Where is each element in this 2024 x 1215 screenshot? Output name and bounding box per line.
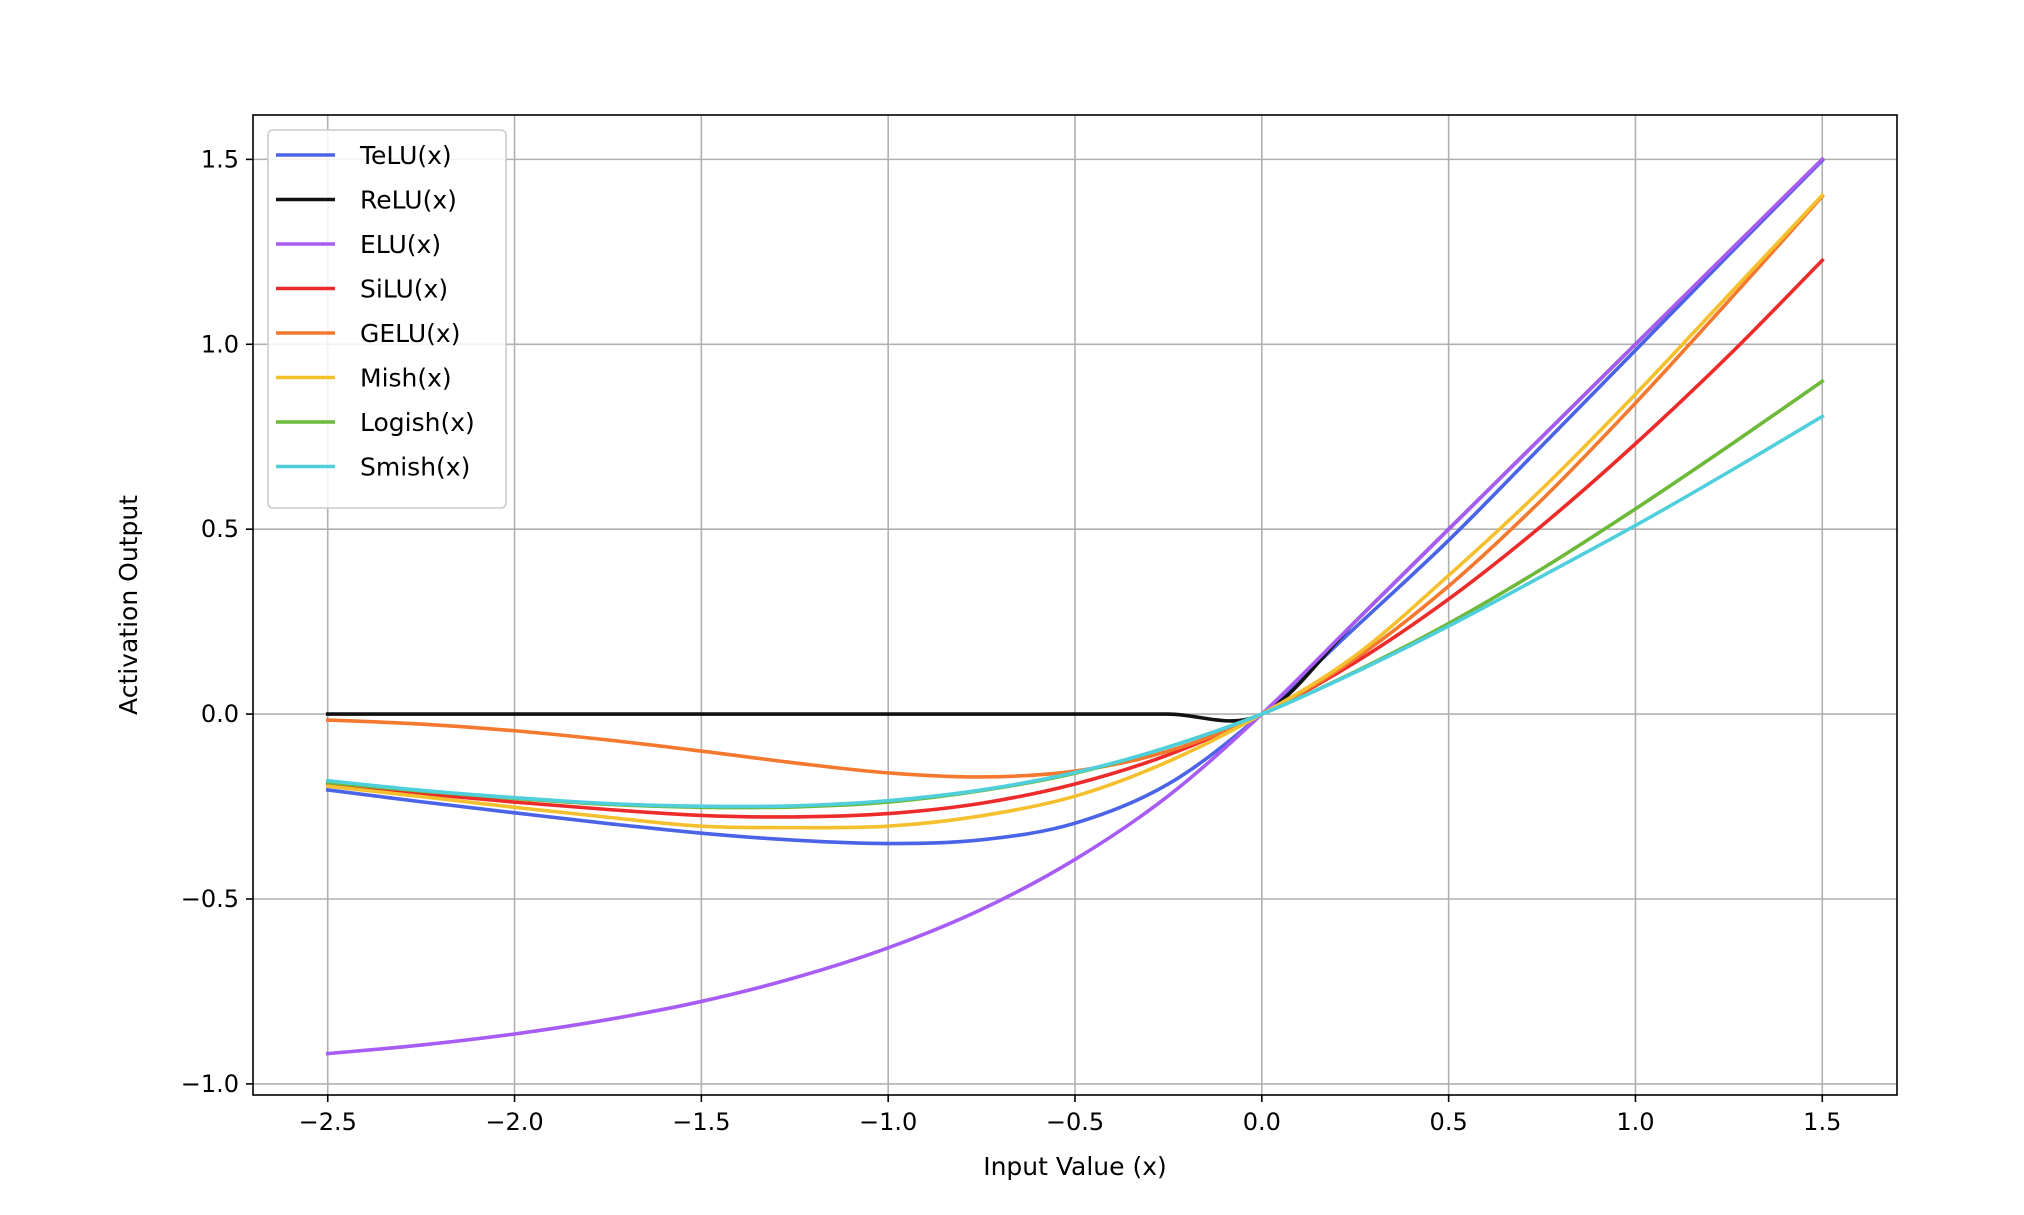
y-tick-label: 0.0 [201, 700, 239, 728]
x-axis-title: Input Value (x) [983, 1152, 1167, 1181]
legend-label: ELU(x) [360, 230, 441, 259]
y-axis-title: Activation Output [114, 495, 143, 715]
plot-area-frame [252, 114, 1898, 1096]
series-line-silu-x [325, 257, 1825, 819]
y-tick-label: 1.5 [201, 145, 239, 173]
y-tick-label: 0.5 [201, 515, 239, 543]
legend-label: SiLU(x) [360, 275, 448, 304]
legend-label: ReLU(x) [360, 186, 457, 215]
series-line-smish-x [325, 413, 1825, 809]
legend-label: Logish(x) [360, 408, 475, 437]
y-tick-label: −0.5 [181, 885, 239, 913]
legend-box [267, 129, 507, 509]
x-tick-label: 0.0 [1243, 1108, 1281, 1136]
series-line-telu-x [325, 157, 1825, 846]
x-tick-label: −1.0 [859, 1108, 917, 1136]
x-tick-label: 0.5 [1430, 1108, 1468, 1136]
grid-lines [253, 115, 1897, 1095]
x-tick-label: −2.5 [299, 1108, 357, 1136]
legend-label: GELU(x) [360, 319, 460, 348]
legend-label: TeLU(x) [359, 141, 452, 170]
axis-ticks: −2.5 −2.0 −1.5 −1.0 −0.5 0.0 0.5 1.0 1.5 −1.0 −0.5… [181, 145, 1842, 1136]
x-tick-label: −0.5 [1046, 1108, 1104, 1136]
legend: TeLU(x) ReLU(x) ELU(x) SiLU(x) GELU(x) Mish(x… [267, 129, 507, 509]
series-line-elu-x [325, 156, 1825, 1056]
x-tick-label: 1.5 [1803, 1108, 1841, 1136]
legend-label: Mish(x) [360, 364, 452, 393]
series-line-mish-x [325, 192, 1825, 830]
y-tick-label: −1.0 [181, 1070, 239, 1098]
series-lines [325, 156, 1825, 1056]
x-tick-label: 1.0 [1616, 1108, 1654, 1136]
x-tick-label: −2.0 [485, 1108, 543, 1136]
x-tick-label: −1.5 [672, 1108, 730, 1136]
y-tick-label: 1.0 [201, 330, 239, 358]
legend-label: Smish(x) [360, 453, 470, 482]
